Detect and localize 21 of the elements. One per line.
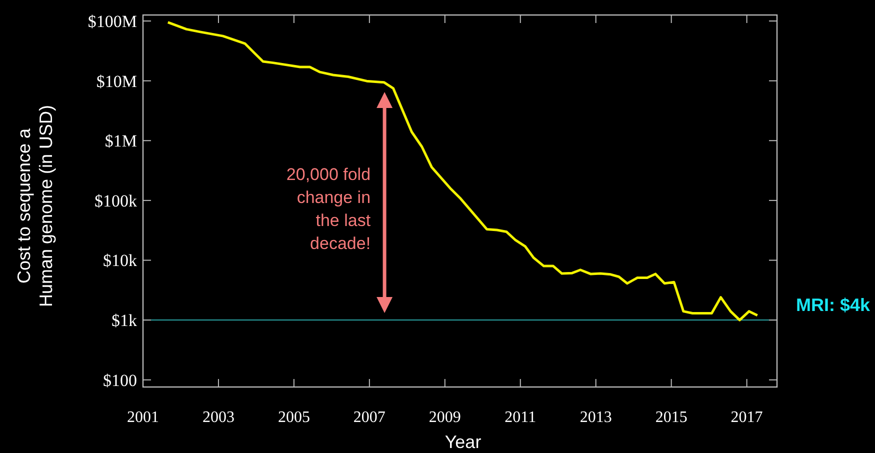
x-tick-label: 2001 <box>127 409 159 426</box>
text: MRI: $4k <box>796 295 871 315</box>
annotation: 20,000 fold change in the last decade! <box>286 165 371 253</box>
x-tick-label: 2011 <box>504 409 536 426</box>
y-tick-label: $100M <box>88 12 137 31</box>
x-tick-label: 2005 <box>278 409 310 426</box>
y-tick-label: $1k <box>112 311 138 330</box>
x-axis-title: Year <box>444 432 482 452</box>
y-tick-label: $100k <box>94 191 138 210</box>
line-series <box>166 21 759 322</box>
x-tick-label: 2009 <box>428 409 461 426</box>
x-tick-label: 2013 <box>580 409 612 426</box>
x-tick-label: 2007 <box>353 409 386 426</box>
y-axis-title: Cost to sequence a Human genome (in USD) <box>14 104 56 308</box>
x-tick-label: 2015 <box>655 409 688 426</box>
y-tick-label: $1M <box>104 132 137 151</box>
y-tick-label: $100 <box>103 370 137 390</box>
y-tick-label: $10k <box>103 251 138 270</box>
x-tick-label: 2003 <box>202 409 234 426</box>
x-tick-label: 2017 <box>730 409 763 426</box>
y-tick-label: $10M <box>96 72 137 91</box>
